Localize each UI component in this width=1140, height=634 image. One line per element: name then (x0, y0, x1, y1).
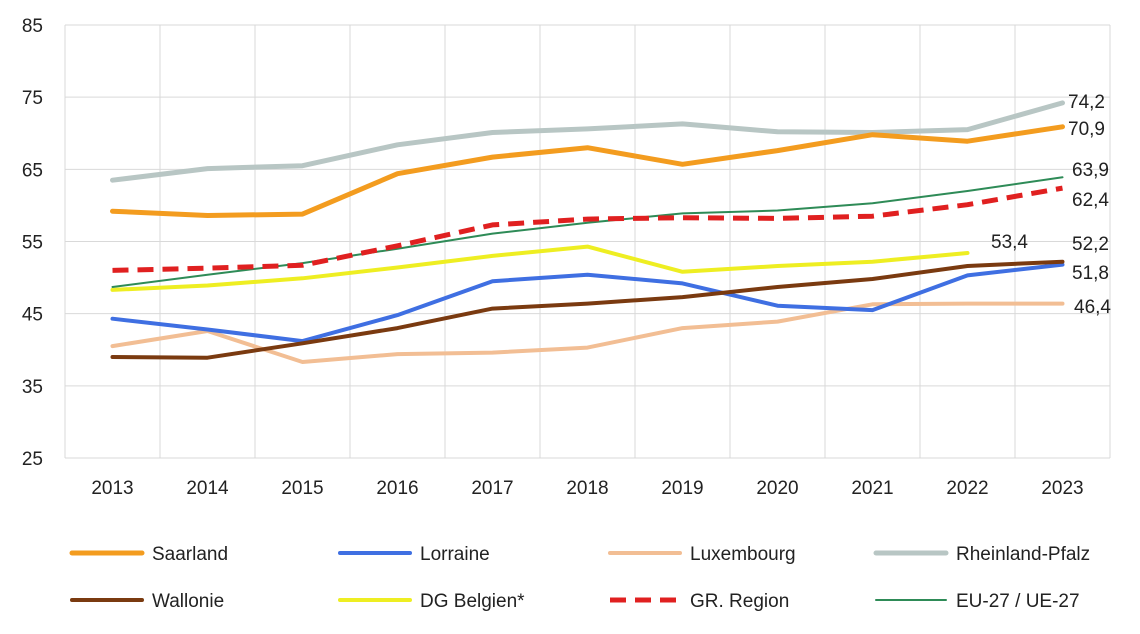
legend: Saarland Lorraine Luxembourg Rheinland-Pfal… (69, 544, 1090, 612)
y-tick-label: 55 (22, 233, 43, 254)
legend-item-eu-27-ue-27: EU-27 / UE-27 (875, 591, 1080, 612)
y-tick-label: 25 (22, 449, 43, 470)
series-lines (110, 100, 1065, 364)
y-tick-label: 35 (22, 377, 43, 398)
series-line-lorraine (110, 262, 1065, 344)
legend-item-dg-belgien: DG Belgien* (338, 591, 525, 612)
y-tick-label: 75 (22, 88, 43, 109)
end-label-luxembourg: 46,4 (1074, 297, 1111, 318)
x-tick-label: 2017 (471, 478, 513, 499)
end-label-lorraine: 51,8 (1072, 263, 1109, 284)
legend-label: DG Belgien* (420, 591, 525, 612)
series-line-saarland (110, 124, 1065, 218)
legend-label: Wallonie (152, 591, 224, 612)
x-tick-label: 2021 (851, 478, 893, 499)
y-tick-label: 65 (22, 160, 43, 181)
x-tick-label: 2019 (661, 478, 703, 499)
legend-item-gr-region: GR. Region (610, 591, 789, 612)
end-label-saarland: 70,9 (1068, 119, 1105, 140)
legend-label: Lorraine (420, 544, 490, 565)
x-tick-label: 2013 (91, 478, 133, 499)
end-label-eu-27-ue-27: 63,9 (1072, 160, 1109, 181)
series-line-rheinland-pfalz (110, 100, 1065, 183)
series-line-luxembourg (110, 301, 1065, 364)
legend-label: Rheinland-Pfalz (956, 544, 1090, 565)
x-tick-label: 2015 (281, 478, 323, 499)
y-tick-label: 45 (22, 305, 43, 326)
legend-item-rheinland-pfalz: Rheinland-Pfalz (873, 544, 1090, 565)
series-line-gr-region (112, 185, 1063, 273)
end-label-gr-region: 62,4 (1072, 190, 1109, 211)
x-tick-label: 2023 (1041, 478, 1083, 499)
end-labels: 70,9 51,8 46,4 74,2 52,2 53,4 62,4 63,9 (991, 92, 1111, 318)
x-tick-label: 2014 (186, 478, 229, 499)
series-line-wallonie (110, 259, 1065, 360)
x-tick-label: 2020 (756, 478, 798, 499)
x-tick-label: 2018 (566, 478, 608, 499)
x-tick-label: 2022 (946, 478, 988, 499)
y-axis-ticks: 25 35 45 55 65 75 85 (22, 16, 43, 470)
series-line-dg-belgien (110, 244, 970, 292)
x-tick-label: 2016 (376, 478, 418, 499)
x-axis-ticks: 2013 2014 2015 2016 2017 2018 2019 2020 2021 2022… (91, 478, 1083, 499)
legend-label: Luxembourg (690, 544, 796, 565)
legend-label: Saarland (152, 544, 228, 565)
legend-label: GR. Region (690, 591, 789, 612)
legend-item-saarland: Saarland (69, 544, 228, 565)
legend-item-lorraine: Lorraine (338, 544, 490, 565)
gridlines (64, 24, 1111, 459)
y-tick-label: 85 (22, 16, 43, 37)
legend-item-wallonie: Wallonie (70, 591, 224, 612)
end-label-rheinland-pfalz: 74,2 (1068, 92, 1105, 113)
end-label-dg-belgien: 53,4 (991, 232, 1028, 253)
legend-item-luxembourg: Luxembourg (608, 544, 796, 565)
end-label-wallonie: 52,2 (1072, 234, 1109, 255)
legend-label: EU-27 / UE-27 (956, 591, 1080, 612)
